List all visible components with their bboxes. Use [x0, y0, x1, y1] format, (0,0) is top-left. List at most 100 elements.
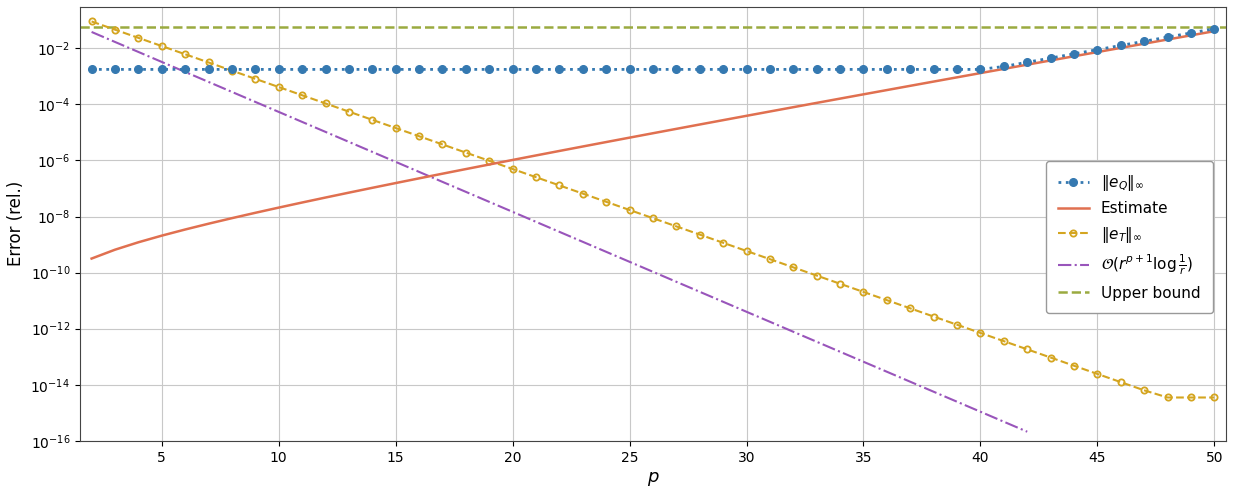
$\|e_Q\|_\infty$	[154, 66, 169, 72]
$\|e_T\|_\infty$	[529, 174, 544, 180]
$\|e_T\|_\infty$	[739, 248, 753, 254]
$\|e_Q\|_\infty$	[552, 66, 567, 72]
$\mathcal{O}(r^{p+1} \log \frac{1}{r})$	[926, 389, 941, 395]
Estimate	[482, 161, 497, 167]
$\mathcal{O}(r^{p+1} \log \frac{1}{r})$	[224, 89, 239, 95]
$\|e_T\|_\infty$	[342, 109, 356, 115]
$\|e_Q\|_\infty$	[879, 66, 894, 72]
Estimate	[996, 66, 1011, 72]
$\|e_T\|_\infty$	[1160, 395, 1175, 400]
$\|e_Q\|_\infty$	[482, 66, 497, 72]
Estimate	[506, 157, 520, 163]
Estimate	[178, 227, 192, 233]
$\|e_Q\|_\infty$	[1160, 34, 1175, 40]
$\|e_Q\|_\infty$	[412, 66, 427, 72]
$\|e_Q\|_\infty$	[903, 66, 917, 72]
$\|e_Q\|_\infty$	[342, 66, 356, 72]
$\|e_T\|_\infty$	[506, 166, 520, 172]
$\mathcal{O}(r^{p+1} \log \frac{1}{r})$	[856, 359, 870, 365]
Estimate	[131, 239, 145, 245]
$\|e_T\|_\infty$	[949, 322, 964, 328]
Estimate	[973, 70, 988, 76]
$\|e_Q\|_\infty$	[996, 63, 1011, 69]
$\|e_T\|_\infty$	[646, 215, 661, 221]
$\|e_Q\|_\infty$	[762, 66, 777, 72]
$\|e_Q\|_\infty$	[670, 66, 684, 72]
$\mathcal{O}(r^{p+1} \log \frac{1}{r})$	[949, 399, 964, 405]
$\|e_Q\|_\infty$	[84, 66, 99, 72]
$\|e_Q\|_\infty$	[107, 66, 122, 72]
Estimate	[949, 74, 964, 80]
$\|e_T\|_\infty$	[435, 142, 450, 148]
Line: $\|e_T\|_\infty$: $\|e_T\|_\infty$	[89, 18, 1217, 400]
Upper bound	[37, 24, 52, 30]
$\|e_Q\|_\infty$	[224, 66, 239, 72]
$\|e_T\|_\infty$	[1067, 363, 1081, 369]
$\|e_Q\|_\infty$	[623, 66, 637, 72]
$\|e_T\|_\infty$	[388, 125, 403, 131]
$\|e_T\|_\infty$	[693, 232, 708, 238]
Line: Estimate: Estimate	[91, 31, 1215, 258]
$\|e_T\|_\infty$	[1207, 395, 1222, 400]
$\|e_T\|_\infty$	[1090, 371, 1105, 377]
$\|e_Q\|_\infty$	[926, 66, 941, 72]
$\|e_T\|_\infty$	[154, 43, 169, 49]
Estimate	[224, 215, 239, 221]
Line: $\mathcal{O}(r^{p+1} \log \frac{1}{r})$: $\mathcal{O}(r^{p+1} \log \frac{1}{r})$	[91, 32, 1027, 432]
$\|e_T\|_\infty$	[599, 199, 614, 205]
$\mathcal{O}(r^{p+1} \log \frac{1}{r})$	[693, 289, 708, 295]
$\mathcal{O}(r^{p+1} \log \frac{1}{r})$	[482, 199, 497, 205]
Estimate	[809, 100, 824, 106]
$\|e_Q\|_\infty$	[1207, 26, 1222, 32]
$\|e_T\|_\infty$	[670, 223, 684, 229]
Estimate	[84, 255, 99, 261]
Estimate	[1160, 37, 1175, 43]
$\|e_T\|_\infty$	[318, 100, 333, 106]
Estimate	[529, 152, 544, 158]
Estimate	[1067, 53, 1081, 59]
$\|e_T\|_\infty$	[576, 191, 591, 197]
$\|e_Q\|_\infty$	[131, 66, 145, 72]
Estimate	[670, 126, 684, 132]
$\|e_Q\|_\infty$	[576, 66, 591, 72]
$\mathcal{O}(r^{p+1} \log \frac{1}{r})$	[412, 169, 427, 175]
$\|e_T\|_\infty$	[365, 117, 380, 123]
$\mathcal{O}(r^{p+1} \log \frac{1}{r})$	[388, 159, 403, 165]
$\|e_Q\|_\infty$	[1020, 59, 1034, 65]
Estimate	[107, 247, 122, 252]
$\|e_Q\|_\infty$	[1090, 47, 1105, 52]
$\|e_T\|_\infty$	[903, 305, 917, 311]
Estimate	[926, 79, 941, 85]
$\|e_Q\|_\infty$	[295, 66, 309, 72]
$\|e_Q\|_\infty$	[739, 66, 753, 72]
$\|e_T\|_\infty$	[973, 330, 988, 336]
$\|e_T\|_\infty$	[1184, 395, 1198, 400]
$\mathcal{O}(r^{p+1} \log \frac{1}{r})$	[84, 29, 99, 35]
$\|e_T\|_\infty$	[248, 76, 263, 82]
$\|e_T\|_\infty$	[482, 158, 497, 164]
Upper bound	[60, 24, 75, 30]
Estimate	[576, 144, 591, 149]
$\|e_T\|_\infty$	[762, 256, 777, 262]
$\mathcal{O}(r^{p+1} \log \frac{1}{r})$	[295, 119, 309, 125]
$\mathcal{O}(r^{p+1} \log \frac{1}{r})$	[552, 229, 567, 235]
$\mathcal{O}(r^{p+1} \log \frac{1}{r})$	[506, 209, 520, 215]
$\|e_Q\|_\infty$	[715, 66, 730, 72]
$\|e_T\|_\infty$	[809, 273, 824, 279]
Estimate	[388, 180, 403, 186]
Estimate	[623, 135, 637, 141]
Estimate	[295, 199, 309, 205]
$\mathcal{O}(r^{p+1} \log \frac{1}{r})$	[785, 329, 800, 335]
$\|e_Q\|_\infty$	[459, 66, 473, 72]
$\|e_T\|_\infty$	[1020, 346, 1034, 352]
$\|e_T\|_\infty$	[1113, 379, 1128, 385]
Estimate	[201, 221, 216, 227]
$\mathcal{O}(r^{p+1} \log \frac{1}{r})$	[879, 369, 894, 375]
$\|e_Q\|_\infty$	[1067, 51, 1081, 57]
Estimate	[318, 195, 333, 200]
$\|e_Q\|_\infty$	[365, 66, 380, 72]
$\mathcal{O}(r^{p+1} \log \frac{1}{r})$	[646, 269, 661, 275]
Legend: $\|e_Q\|_\infty$, Estimate, $\|e_T\|_\infty$, $\mathcal{O}(r^{p+1} \log \frac{1}: $\|e_Q\|_\infty$, Estimate, $\|e_T\|_\in…	[1046, 161, 1213, 313]
Estimate	[1137, 41, 1152, 47]
Estimate	[459, 166, 473, 172]
